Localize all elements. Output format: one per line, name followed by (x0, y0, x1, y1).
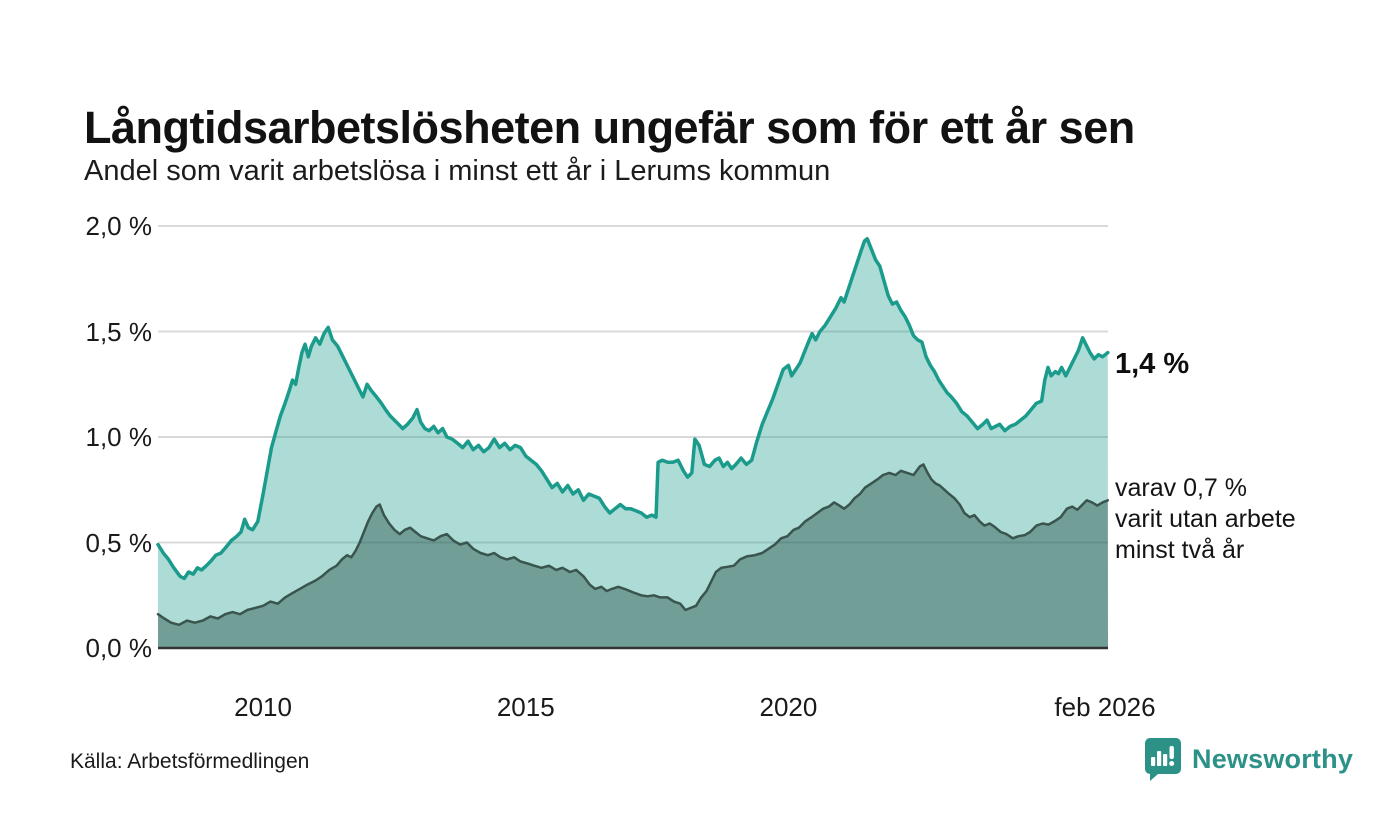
latest-value-label: 1,4 % (1115, 348, 1190, 380)
series-area-2 (158, 464, 1108, 648)
newsworthy-logo: Newsworthy (1142, 736, 1353, 782)
secondary-series-label-line2: varit utan arbete (1115, 505, 1296, 533)
newsworthy-logo-icon (1145, 738, 1181, 781)
source-attribution: Källa: Arbetsförmedlingen (70, 750, 310, 773)
page-title: Långtidsarbetslösheten ungefär som för e… (84, 102, 1135, 154)
y-axis-label: 1,0 % (85, 422, 153, 452)
y-axis-label: 0,0 % (85, 633, 153, 663)
series-area-1 (158, 238, 1108, 648)
newsworthy-logo-text: Newsworthy (1192, 743, 1354, 774)
secondary-series-label-line3: minst två år (1115, 536, 1245, 564)
x-axis-label: 2015 (496, 692, 555, 722)
x-axis-label: 2010 (234, 692, 292, 722)
series-line-1 (156, 236, 1110, 581)
series-line-2 (156, 463, 1110, 627)
secondary-series-label: varav 0,7 % varit utan arbete minst två … (1115, 473, 1296, 566)
x-axis-label: feb 2026 (1054, 692, 1156, 722)
secondary-series-label-line1: varav 0,7 % (1115, 474, 1248, 502)
y-axis-label: 0,5 % (85, 527, 153, 558)
chart-subtitle: Andel som varit arbetslösa i minst ett å… (84, 155, 831, 187)
y-axis-label: 1,5 % (85, 316, 153, 347)
y-axis-label: 2,0 % (85, 211, 153, 241)
x-axis-label: 2020 (759, 692, 818, 722)
